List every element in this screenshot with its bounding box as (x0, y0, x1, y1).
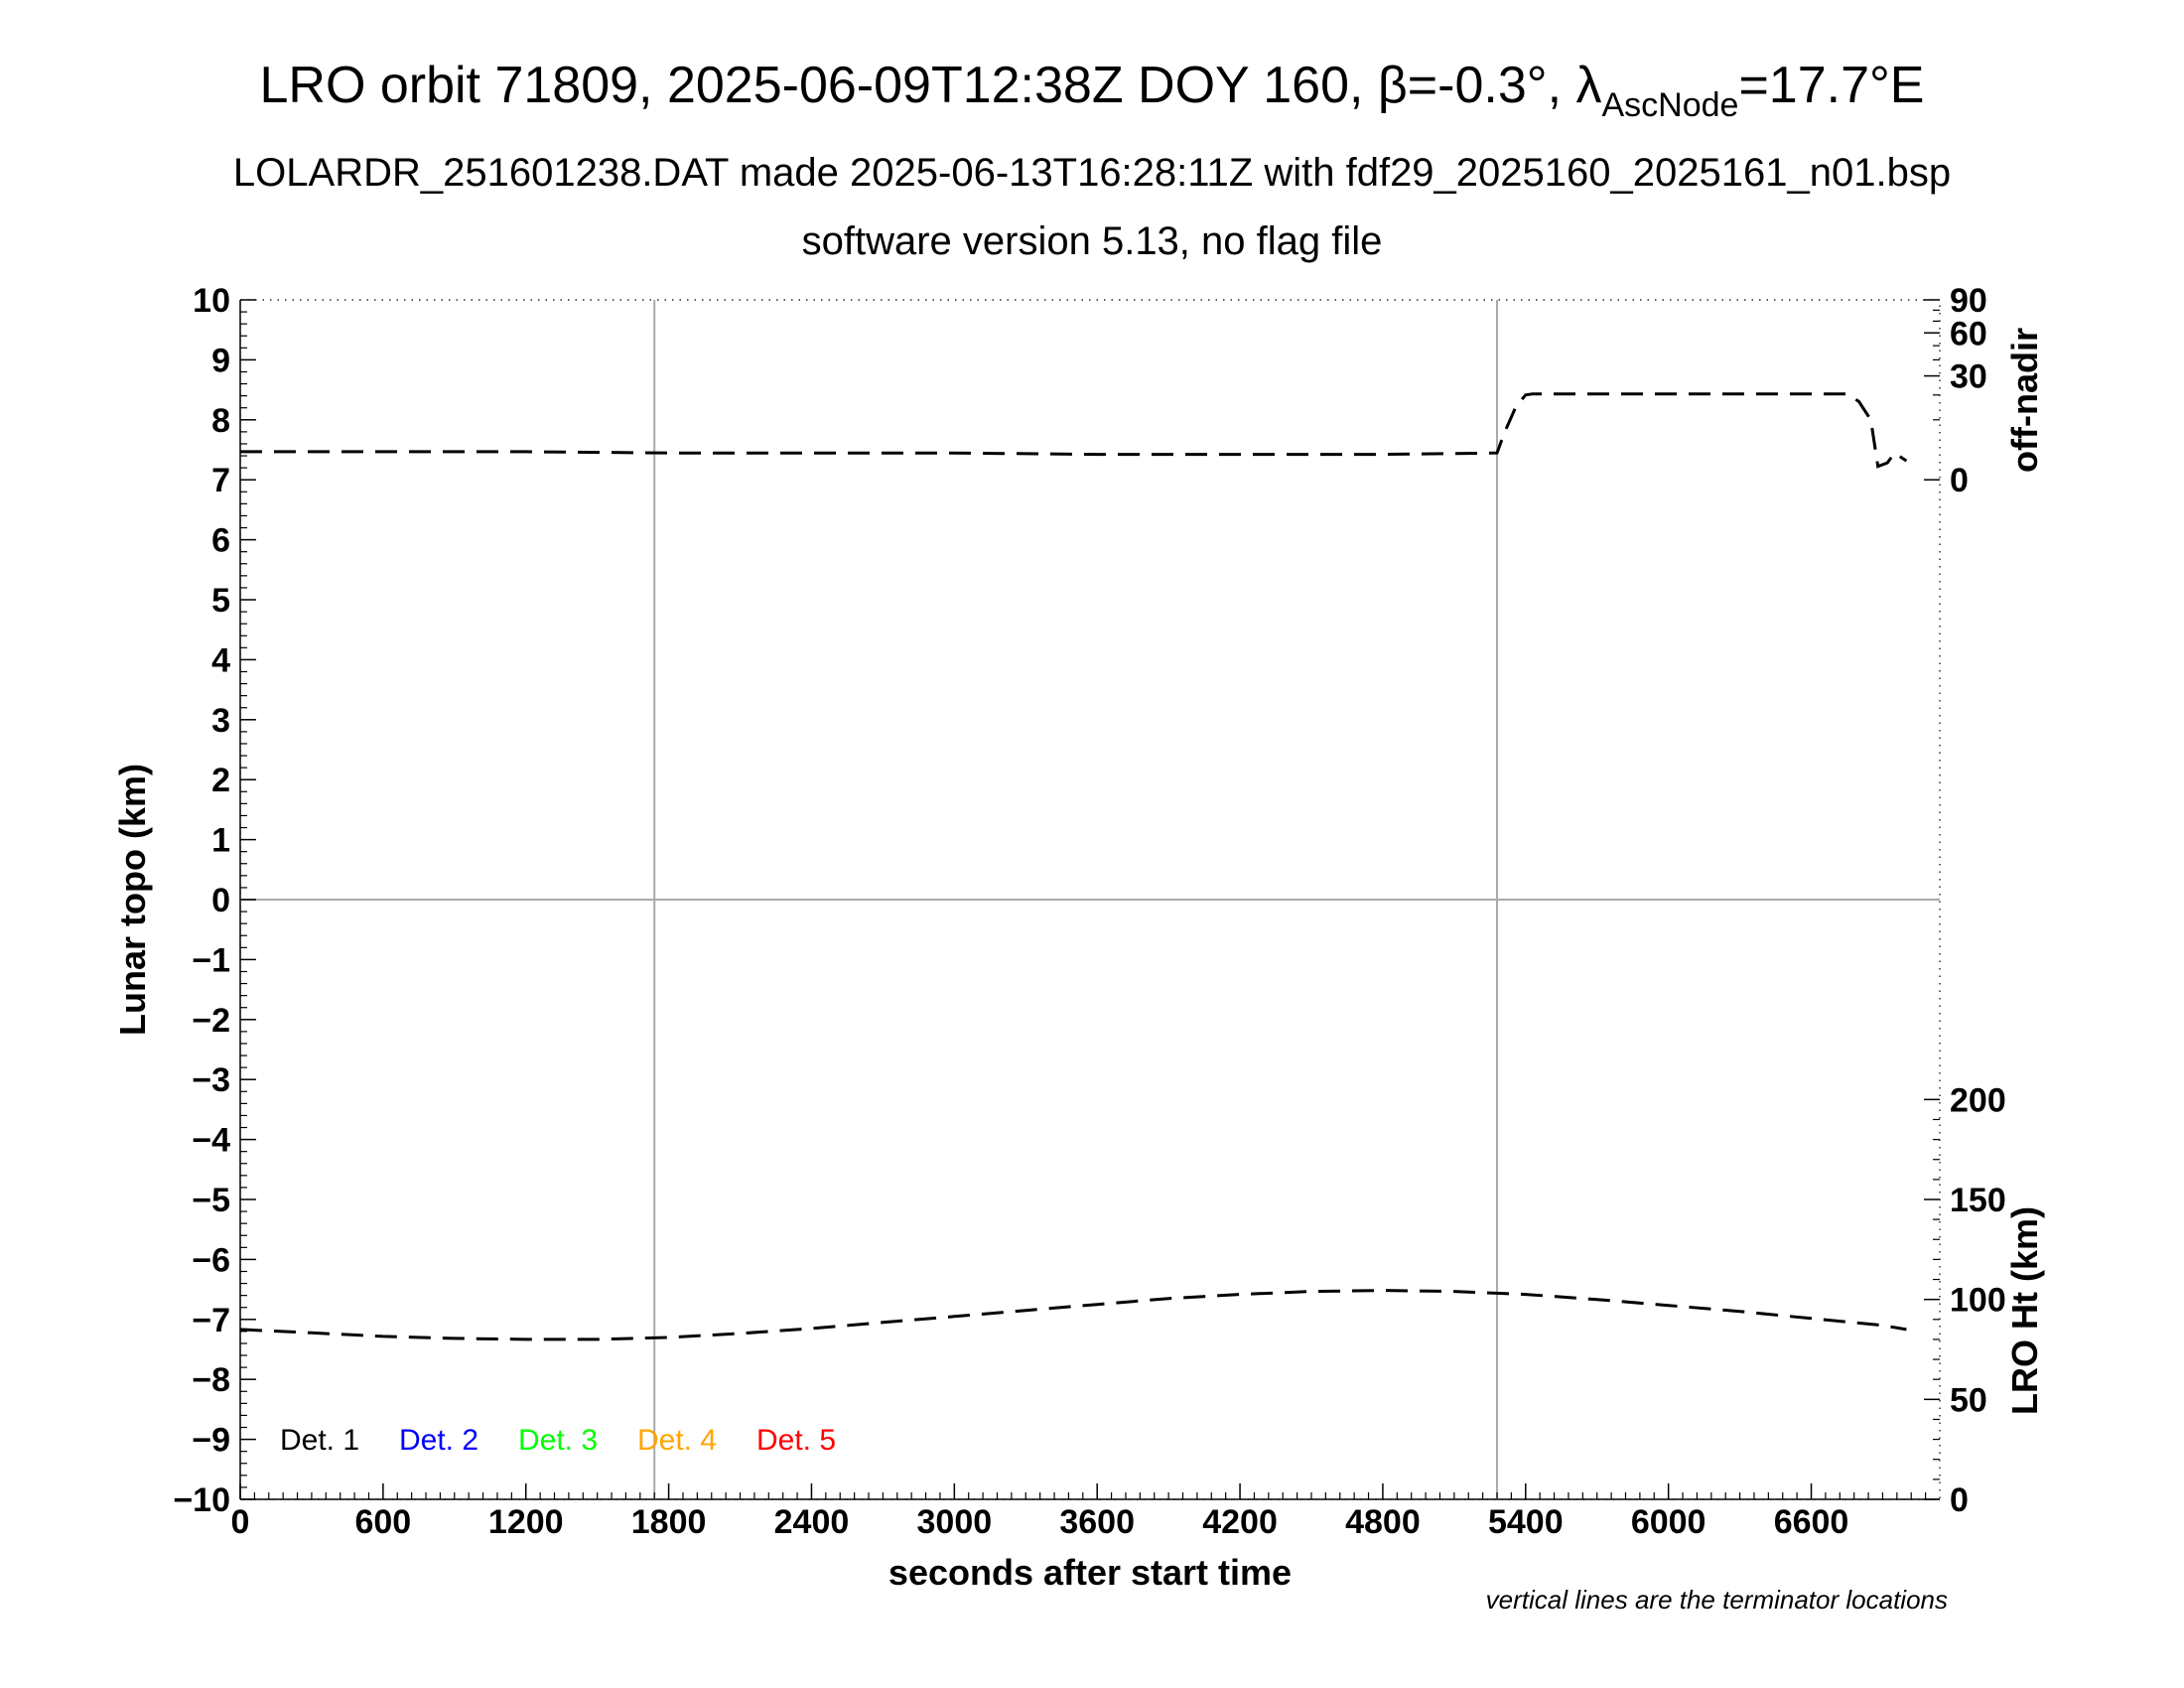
x-tick-label: 3000 (917, 1503, 993, 1541)
y-tick-label: −2 (192, 1002, 230, 1040)
x-tick-label: 1800 (631, 1503, 707, 1541)
x-tick-label: 0 (231, 1503, 250, 1541)
x-tick-label: 2400 (774, 1503, 850, 1541)
y-tick-label: 5 (211, 582, 230, 620)
title-tail: =17.7°E (1738, 57, 1924, 114)
right-top-tick-label: 90 (1950, 282, 1987, 320)
x-tick-label: 4800 (1345, 1503, 1421, 1541)
x-tick-label: 600 (354, 1503, 411, 1541)
chart-subtitle-2: software version 5.13, no flag file (802, 219, 1383, 263)
y-tick-label: 7 (211, 462, 230, 499)
x-tick-label: 4200 (1202, 1503, 1278, 1541)
right-bottom-tick-label: 150 (1950, 1182, 2006, 1219)
title-main: LRO orbit 71809, 2025-06-09T12:38Z DOY 1… (259, 57, 1601, 114)
terminator-note: vertical lines are the terminator locati… (1486, 1585, 1948, 1615)
series-line-off-nadir (240, 392, 1908, 469)
right-bottom-tick-label: 50 (1950, 1381, 1987, 1419)
legend-entry: Det. 1 (280, 1424, 359, 1457)
legend-entry: Det. 3 (518, 1424, 598, 1457)
y-axis-label-right-top: off-nadir (2004, 328, 2045, 473)
right-top-tick-label: 60 (1950, 315, 1987, 352)
y-tick-label: 2 (211, 762, 230, 799)
legend-entry: Det. 5 (756, 1424, 836, 1457)
x-tick-label: 1200 (488, 1503, 564, 1541)
y-tick-label: −1 (192, 941, 230, 979)
right-bottom-tick-label: 100 (1950, 1282, 2006, 1320)
x-tick-label: 6000 (1631, 1503, 1706, 1541)
y-tick-label: 9 (211, 342, 230, 379)
y-tick-label: −8 (192, 1361, 230, 1399)
y-tick-label: −6 (192, 1241, 230, 1279)
chart-title: LRO orbit 71809, 2025-06-09T12:38Z DOY 1… (259, 57, 1924, 124)
y-tick-label: 10 (193, 282, 230, 320)
y-axis-label-right-bottom: LRO Ht (km) (2004, 1206, 2045, 1415)
legend: Det. 1 Det. 2 Det. 3 Det. 4 Det. 5 (280, 1424, 836, 1457)
legend-entry: Det. 4 (637, 1424, 717, 1457)
y-tick-label: 4 (211, 641, 230, 679)
y-tick-label: 0 (211, 882, 230, 919)
y-tick-label: −9 (192, 1422, 230, 1460)
right-bottom-tick-label: 0 (1950, 1481, 1969, 1519)
x-tick-label: 3600 (1059, 1503, 1135, 1541)
y-tick-label: −7 (192, 1302, 230, 1339)
y-axis-label-left: Lunar topo (km) (112, 764, 153, 1036)
x-tick-label: 5400 (1488, 1503, 1564, 1541)
series-line-lro-height (239, 1289, 1907, 1341)
y-tick-label: −4 (192, 1122, 230, 1160)
right-bottom-tick-label: 200 (1950, 1081, 2006, 1119)
y-tick-label: −3 (192, 1061, 230, 1099)
y-tick-label: 8 (211, 402, 230, 440)
y-tick-label: 1 (211, 822, 230, 860)
right-top-tick-label: 30 (1950, 358, 1987, 396)
y-tick-label: −5 (192, 1182, 230, 1219)
chart-subtitle-1: LOLARDR_251601238.DAT made 2025-06-13T16… (233, 151, 1951, 195)
x-tick-label: 6600 (1774, 1503, 1849, 1541)
title-subscript: AscNode (1601, 86, 1738, 124)
legend-entry: Det. 2 (399, 1424, 478, 1457)
right-top-tick-label: 0 (1950, 462, 1969, 499)
y-tick-label: 6 (211, 522, 230, 560)
y-tick-label: 3 (211, 702, 230, 740)
y-tick-label: −10 (173, 1481, 230, 1519)
x-axis-label: seconds after start time (888, 1552, 1292, 1593)
